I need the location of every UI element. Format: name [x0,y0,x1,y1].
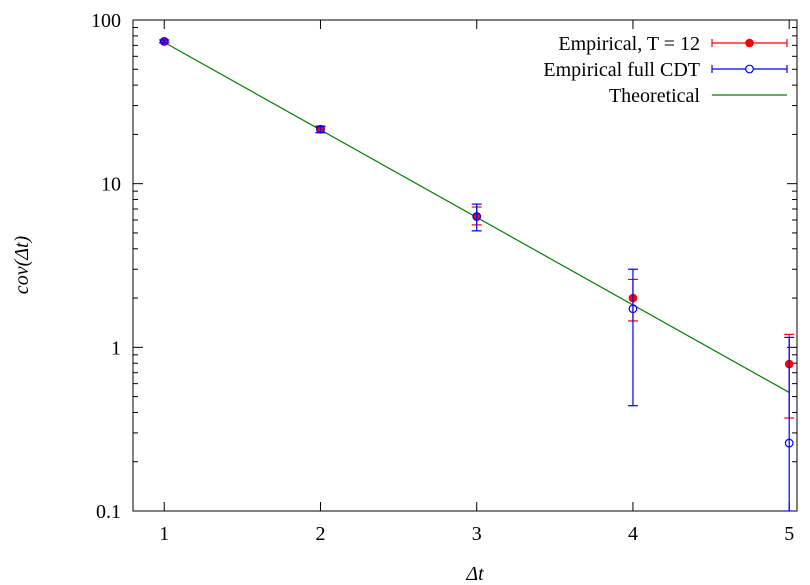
series-1 [159,37,795,511]
y-axis-label: cov(Δt) [11,235,33,294]
legend-marker [745,64,754,74]
legend-label: Empirical full CDT [543,59,700,81]
x-tick-label: 1 [159,523,169,545]
data-point [784,438,794,448]
data-point [316,124,325,134]
x-tick-label: 3 [472,523,482,545]
legend-label: Theoretical [609,85,700,107]
plot-area: 1 2 3 4 5 0.1 1 10 100 [91,10,798,545]
x-tick-label: 4 [628,523,638,545]
legend-label: Empirical, T = 12 [558,33,700,55]
plot-frame [132,19,798,512]
y-tick-label: 1 [111,337,121,359]
y-tick-label: 100 [91,10,121,32]
legend-marker [745,38,754,48]
legend-entry: Empirical, T = 12 [558,33,788,55]
y-tick-label: 0.1 [96,501,121,523]
data-point [472,212,482,221]
legend-entry: Empirical full CDT [543,59,788,81]
data-point [159,37,169,46]
x-axis-label: Δt [465,563,484,585]
data-point [628,304,638,314]
x-tick-label: 2 [315,523,325,545]
legend-entry: Theoretical [609,85,787,107]
x-tick-label: 5 [784,523,794,545]
y-tick-label: 10 [101,174,121,196]
series-layer [159,37,795,511]
legend: Empirical, T = 12 Empirical full CDT Theor… [543,33,788,107]
